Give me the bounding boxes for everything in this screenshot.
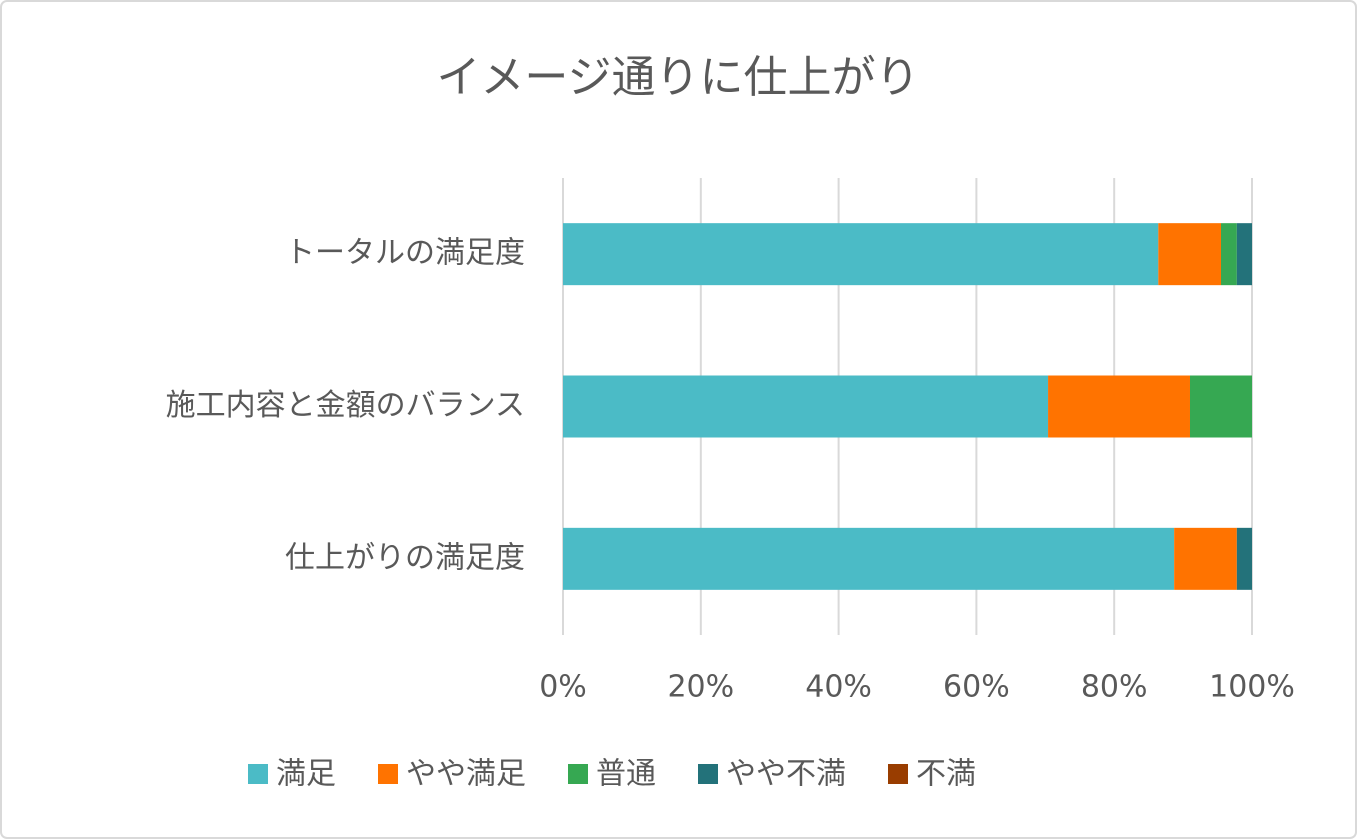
x-tick-label: 100% (1209, 670, 1295, 705)
legend-swatch (378, 764, 398, 784)
y-tick-label: 仕上がりの満足度 (285, 540, 525, 575)
bar-segment (563, 223, 1159, 286)
legend-swatch (888, 764, 908, 784)
legend-label: 不満 (916, 757, 976, 792)
bar-segment (1048, 375, 1190, 438)
x-tick-label: 0% (539, 670, 587, 705)
legend-swatch (248, 764, 268, 784)
legend-swatch (568, 764, 588, 784)
bar-segment (1158, 223, 1221, 286)
x-tick-label: 60% (943, 670, 1010, 705)
bar-segment (563, 375, 1049, 438)
y-tick-label: 施工内容と金額のバランス (166, 388, 525, 423)
legend-label: 普通 (596, 757, 656, 792)
x-tick-label: 40% (805, 670, 872, 705)
chart-title: イメージ通りに仕上がり (436, 52, 919, 103)
x-tick-label: 20% (667, 670, 734, 705)
bar-segment (1220, 223, 1237, 286)
bar-segment (1236, 223, 1252, 286)
bar-segment (1189, 375, 1252, 438)
bar-segment (1174, 527, 1237, 590)
x-tick-label: 80% (1081, 670, 1148, 705)
legend-label: やや不満 (726, 757, 846, 792)
legend-label: 満足 (276, 757, 336, 792)
legend-label: やや満足 (406, 757, 526, 792)
legend-swatch (698, 764, 718, 784)
y-tick-label: トータルの満足度 (285, 236, 525, 271)
bar-segment (1236, 527, 1252, 590)
bar-segment (563, 527, 1175, 590)
